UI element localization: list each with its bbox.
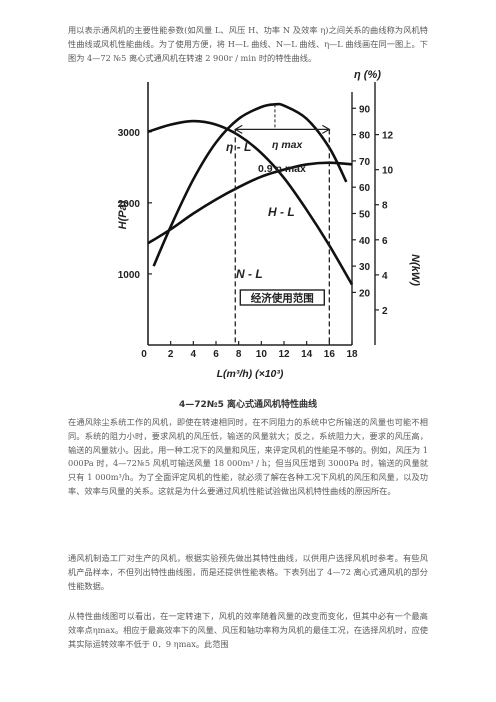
eta-tick-label: 70 (359, 157, 371, 168)
x-tick-label: 16 (324, 349, 336, 360)
n-tick-label: 12 (382, 131, 394, 142)
x-tick-label: 14 (301, 349, 313, 360)
eta-tick-label: 40 (359, 236, 371, 247)
curve-n (147, 161, 353, 245)
economic-range-label: 经济使用范围 (251, 292, 314, 305)
h-curve-label: H - L (268, 205, 295, 219)
h-tick-label: 1000 (118, 270, 141, 281)
eta-max-label: η max (272, 139, 304, 151)
x-axis-label: L(m³/h) (×10³) (217, 368, 284, 380)
paragraph-manufacturer-data: 通风机制造工厂对生产的风机，根据实验预先做出其特性曲线，以供用户选择风机时参考。… (68, 553, 428, 591)
x-tick-label: 6 (213, 349, 219, 360)
n-curve-label: N - L (236, 267, 263, 281)
x-tick-label: 10 (256, 349, 268, 360)
x-tick-label: 18 (346, 349, 358, 360)
curve-h (147, 119, 354, 286)
x-tick-label: 2 (168, 349, 174, 360)
eta-tick-label: 80 (359, 131, 371, 142)
eta-tick-label: 20 (359, 288, 371, 299)
h-tick-label: 3000 (118, 128, 141, 139)
arrow-right (322, 124, 331, 134)
x-tick-label: 0 (141, 349, 147, 360)
n-axis-label: N(kW) (409, 254, 421, 286)
x-tick-label: 4 (191, 349, 197, 360)
intro-paragraph: 用以表示通风机的主要性能参数(如风量 L、风压 H、功率 N 及效率 η)之间关… (68, 25, 428, 63)
eta-tick-label: 50 (359, 210, 371, 221)
eta-axis-label: η (%) (354, 70, 381, 81)
eta-tick-label: 60 (359, 183, 371, 194)
fan-characteristic-chart: 0 2 4 6 8 10 12 14 16 18 1000 2000 3000 20 30 40 50 60 70 8… (117, 70, 421, 380)
eta-curve-label: η - L (226, 140, 251, 154)
n-tick-label: 6 (382, 236, 388, 247)
x-tick-label: 12 (278, 349, 290, 360)
economic-range-box (239, 289, 326, 306)
n-tick-label: 4 (382, 271, 388, 282)
eta-tick-label: 90 (359, 104, 371, 115)
n-tick-label: 2 (382, 306, 388, 317)
eta-tick-label: 30 (359, 262, 371, 273)
paragraph-best-efficiency: 从特性曲线图可以看出，在一定转速下，风机的效率随着风量的改变而变化，但其中必有一… (68, 611, 428, 649)
x-tick-label: 8 (236, 349, 242, 360)
n-tick-label: 8 (382, 201, 388, 212)
curve-eta (152, 102, 348, 267)
n-tick-label: 10 (382, 166, 394, 177)
h-tick-label: 2000 (118, 199, 141, 210)
arrow-left (234, 124, 243, 134)
paragraph-system-resistance: 在通风除尘系统工作的风机，即使在转速相同时，在不同阻力的系统中它所输送的风量也可… (68, 417, 428, 496)
figure-caption: 4—72№5 离心式通风机特性曲线 (178, 400, 317, 410)
nine-eta-label: 0.9 η max (258, 163, 306, 175)
h-axis-label: H(Pa) (117, 200, 129, 229)
